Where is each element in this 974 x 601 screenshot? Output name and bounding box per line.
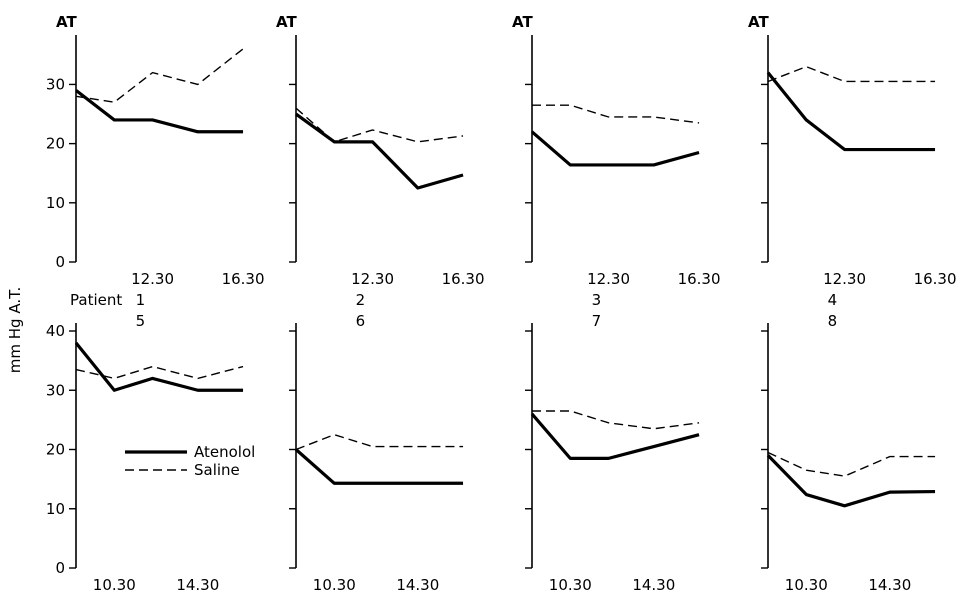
y-tick-label: 0	[55, 559, 65, 577]
series-line-atenolol	[766, 454, 936, 508]
series-line-atenolol	[294, 448, 464, 485]
y-tick-label: 40	[46, 322, 65, 340]
x-tick-label: 10.30	[313, 576, 356, 594]
series-line-saline	[75, 365, 244, 380]
x-tick-label: 16.30	[222, 270, 265, 288]
x-tick-label: 16.30	[914, 270, 957, 288]
x-tick-label: 12.30	[131, 270, 174, 288]
series-line-atenolol	[295, 112, 464, 190]
panel-patient-3: 12.30 16.30 AT 3	[512, 13, 721, 309]
x-tick-label: 12.30	[351, 270, 394, 288]
x-tick-label: 14.30	[396, 576, 439, 594]
panel-patient-7: 10.30 14.30 7	[525, 312, 700, 594]
series-line-saline	[295, 433, 464, 451]
x-tick-label: 16.30	[678, 270, 721, 288]
panel-label-at: AT	[512, 13, 533, 31]
y-tick-label: 30	[46, 75, 65, 93]
series-line-saline	[295, 107, 464, 143]
panel-patient-5: 0 10 20 30 40 10.30 14.30 5	[46, 312, 244, 594]
x-tick-label: 14.30	[868, 576, 911, 594]
patient-word-label: Patient	[70, 291, 122, 309]
x-tick-label: 12.30	[823, 270, 866, 288]
y-tick-label: 20	[46, 135, 65, 153]
y-tick-label: 30	[46, 381, 65, 399]
x-tick-label: 14.30	[632, 576, 675, 594]
series-line-atenolol	[530, 130, 700, 167]
series-line-saline	[532, 410, 700, 430]
x-tick-label: 10.30	[549, 576, 592, 594]
y-tick-label: 10	[46, 194, 65, 212]
y-tick-label: 20	[46, 441, 65, 459]
x-tick-label: 10.30	[785, 576, 828, 594]
y-axis-label: mm Hg A.T.	[6, 287, 24, 373]
panel-label-at: AT	[56, 13, 77, 31]
patient-number: 4	[828, 291, 838, 309]
y-tick-label: 10	[46, 500, 65, 518]
series-line-saline	[532, 104, 700, 124]
x-tick-label: 16.30	[442, 270, 485, 288]
patient-number: 2	[356, 291, 366, 309]
patient-number: 1	[136, 291, 146, 309]
x-tick-label: 14.30	[176, 576, 219, 594]
panel-label-at: AT	[276, 13, 297, 31]
x-tick-label: 10.30	[93, 576, 136, 594]
patient-number: 3	[592, 291, 602, 309]
patient-number: 6	[356, 312, 366, 330]
series-line-saline	[75, 48, 244, 103]
legend-atenolol-label: Atenolol	[194, 443, 255, 461]
panel-label-at: AT	[748, 13, 769, 31]
y-tick-label: 0	[55, 253, 65, 271]
patient-number: 7	[592, 312, 602, 330]
series-line-atenolol	[530, 412, 700, 460]
legend: Atenolol Saline	[125, 443, 255, 479]
panel-patient-6: 10.30 14.30 6	[289, 312, 464, 594]
series-line-saline	[767, 65, 936, 83]
patient-number: 8	[828, 312, 838, 330]
x-tick-label: 12.30	[587, 270, 630, 288]
patient-number: 5	[136, 312, 146, 330]
panel-patient-2: 12.30 16.30 AT 2	[276, 13, 485, 309]
panel-patient-4: 12.30 16.30 AT 4	[748, 13, 957, 309]
series-line-atenolol	[75, 89, 244, 134]
legend-saline-label: Saline	[194, 461, 240, 479]
panel-patient-1: 0 10 20 30 12.30 16.30 AT 1	[46, 13, 265, 309]
series-line-atenolol	[766, 71, 936, 152]
panel-patient-8: 10.30 14.30 8	[761, 312, 936, 594]
series-line-atenolol	[74, 341, 244, 392]
series-line-saline	[767, 451, 936, 477]
